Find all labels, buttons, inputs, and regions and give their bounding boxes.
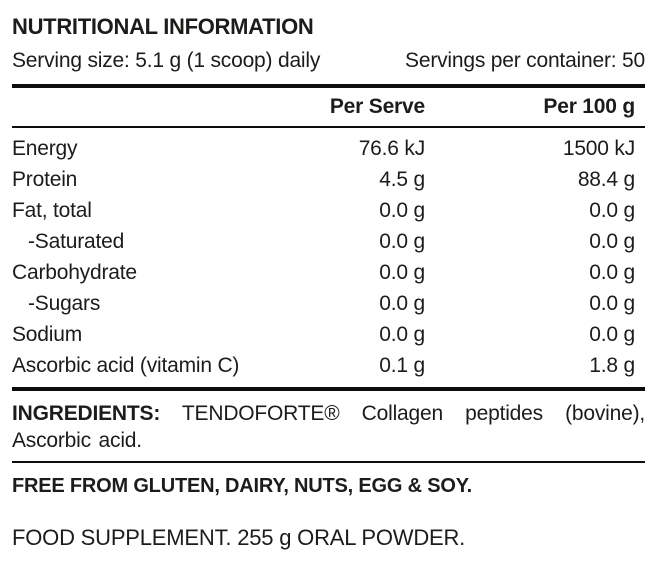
- nutrient-name: -Sugars: [28, 292, 101, 315]
- nutrient-name: Protein: [12, 168, 78, 191]
- table-row: Energy 76.6 kJ 1500 kJ: [12, 133, 645, 164]
- divider-under-ingredients: [12, 461, 645, 463]
- food-supplement-statement: FOOD SUPPLEMENT. 255 g ORAL POWDER.: [12, 525, 466, 550]
- nutrient-name: Carbohydrate: [12, 261, 137, 284]
- serving-info-row: Serving size: 5.1 g (1 scoop) daily Serv…: [12, 49, 645, 73]
- per-100g-value: 88.4 g: [577, 168, 635, 191]
- table-row: Sodium 0.0 g 0.0 g: [12, 319, 645, 350]
- ingredients-label: INGREDIENTS:: [12, 402, 161, 425]
- per-100g-value: 1500 kJ: [562, 137, 635, 160]
- per-100g-value: 0.0 g: [589, 230, 635, 253]
- table-header-row: Per Serve Per 100 g: [12, 88, 645, 126]
- nutrient-name: -Saturated: [28, 230, 125, 253]
- table-row: Fat, total 0.0 g 0.0 g: [12, 195, 645, 226]
- servings-per-container-text: Servings per container: 50: [405, 49, 645, 72]
- per-serve-value: 0.0 g: [379, 292, 425, 315]
- table-row: Ascorbic acid (vitamin C) 0.1 g 1.8 g: [12, 350, 645, 381]
- table-row: -Sugars 0.0 g 0.0 g: [12, 288, 645, 319]
- per-serve-value: 4.5 g: [379, 168, 425, 191]
- per-serve-value: 0.0 g: [379, 261, 425, 284]
- divider-under-header: [12, 126, 645, 128]
- table-row: -Saturated 0.0 g 0.0 g: [12, 226, 645, 257]
- table-row: Carbohydrate 0.0 g 0.0 g: [12, 257, 645, 288]
- ingredients-text: TENDOFORTE® Collagen peptides (bovine), …: [12, 402, 646, 452]
- serving-size-text: Serving size: 5.1 g (1 scoop) daily: [12, 49, 321, 72]
- per-100g-value: 0.0 g: [589, 292, 635, 315]
- divider-top-thick: [12, 84, 645, 88]
- nutrient-name: Energy: [12, 137, 78, 160]
- per-100g-value: 0.0 g: [589, 323, 635, 346]
- per-serve-value: 76.6 kJ: [358, 137, 426, 160]
- per-serve-value: 0.0 g: [379, 323, 425, 346]
- ingredients-paragraph: INGREDIENTS: TENDOFORTE® Collagen peptid…: [12, 400, 645, 454]
- column-header-per-serve: Per Serve: [329, 95, 425, 118]
- nutrient-name: Ascorbic acid (vitamin C): [12, 354, 240, 377]
- per-100g-value: 0.0 g: [589, 199, 635, 222]
- nutrient-name: Sodium: [12, 323, 83, 346]
- per-100g-value: 0.0 g: [589, 261, 635, 284]
- per-serve-value: 0.0 g: [379, 199, 425, 222]
- free-from-statement: FREE FROM GLUTEN, DAIRY, NUTS, EGG & SOY…: [12, 475, 472, 497]
- nutrition-table: Energy 76.6 kJ 1500 kJ Protein 4.5 g 88.…: [12, 128, 645, 387]
- nutrition-title: NUTRITIONAL INFORMATION: [12, 14, 314, 39]
- per-serve-value: 0.0 g: [379, 230, 425, 253]
- divider-above-ingredients: [12, 387, 645, 391]
- per-serve-value: 0.1 g: [379, 354, 425, 377]
- table-row: Protein 4.5 g 88.4 g: [12, 164, 645, 195]
- per-100g-value: 1.8 g: [589, 354, 635, 377]
- nutrient-name: Fat, total: [12, 199, 92, 222]
- column-header-per-100g: Per 100 g: [543, 95, 635, 118]
